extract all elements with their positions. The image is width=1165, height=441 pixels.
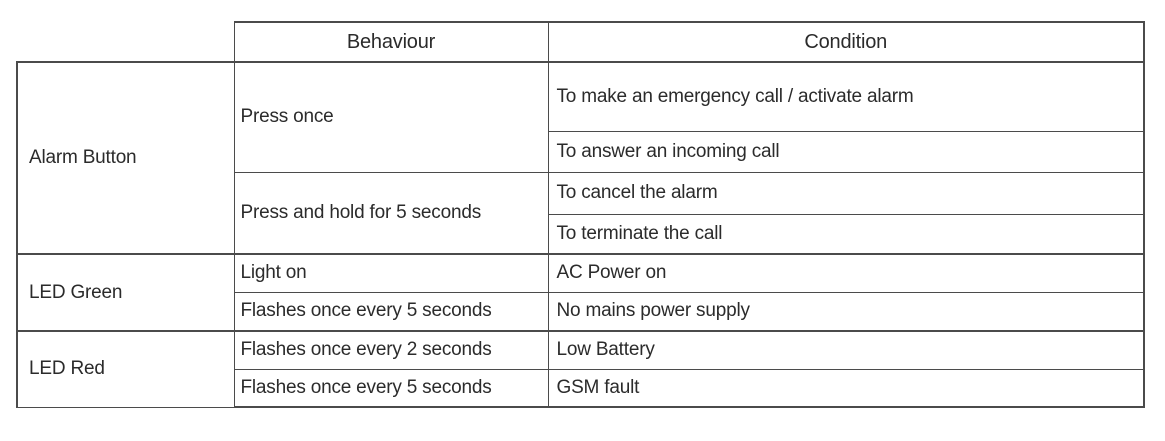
behaviour-cell-flashes-5s-green: Flashes once every 5 seconds (233, 291, 549, 332)
table-row: To terminate the call (17, 213, 1145, 255)
table-row: LED Green Light on AC Power on (16, 253, 1145, 332)
condition-cell-cancel-alarm: To cancel the alarm (547, 171, 1145, 215)
condition-cell-emergency-call: To make an emergency call / activate ala… (547, 61, 1145, 132)
condition-cell-terminate-call: To terminate the call (547, 213, 1145, 255)
component-cell-led-red: LED Red (16, 330, 235, 408)
behaviour-cell-press-hold: Press and hold for 5 seconds (233, 171, 549, 255)
header-row: Behaviour Condition (17, 21, 1145, 63)
table-row: LED Red Flashes once every 2 seconds Low… (16, 330, 1145, 408)
table-row: Flashes once every 5 seconds GSM fault (17, 368, 1145, 408)
column-header-condition: Condition (547, 21, 1145, 63)
table-row: Press and hold for 5 seconds To cancel t… (17, 171, 1145, 255)
condition-cell-low-battery: Low Battery (547, 330, 1145, 370)
behaviour-cell-light-on: Light on (233, 253, 549, 293)
condition-cell-no-mains: No mains power supply (547, 291, 1145, 332)
table-row: Alarm Button Press once To make an emerg… (16, 61, 1145, 255)
table-row: Flashes once every 5 seconds No mains po… (17, 291, 1145, 332)
condition-cell-answer-call: To answer an incoming call (547, 130, 1145, 173)
behaviour-condition-table: Behaviour Condition Alarm Button Press o… (16, 21, 1145, 408)
behaviour-cell-flashes-5s-red: Flashes once every 5 seconds (233, 368, 549, 408)
table-row: To answer an incoming call (17, 130, 1145, 173)
condition-cell-ac-power: AC Power on (547, 253, 1145, 293)
condition-cell-gsm-fault: GSM fault (547, 368, 1145, 408)
behaviour-cell-flashes-2s-red: Flashes once every 2 seconds (233, 330, 549, 370)
table-corner-empty-cell (17, 22, 235, 63)
column-header-behaviour: Behaviour (233, 21, 549, 63)
component-cell-led-green: LED Green (16, 253, 235, 332)
behaviour-cell-press-once: Press once (233, 61, 549, 173)
component-cell-alarm-button: Alarm Button (16, 61, 235, 255)
